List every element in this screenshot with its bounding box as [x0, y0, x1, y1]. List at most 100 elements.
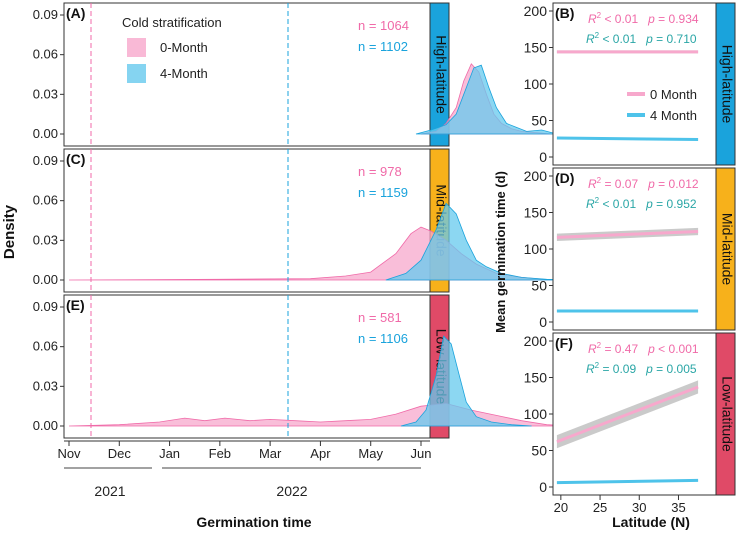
panel-letter: (D): [555, 170, 574, 186]
panel-letter: (B): [555, 5, 574, 21]
density-ytick-label: 0.00: [33, 418, 58, 433]
latitude-axis: 20 25 30 35: [554, 495, 686, 515]
lat-tick-label: 25: [593, 500, 607, 515]
month-label: May: [358, 446, 383, 461]
density-ytick-label: 0.06: [33, 339, 58, 354]
mgt-strip-label: High-latitude: [719, 45, 735, 124]
stat-label-0month: R2 < 0.01 p = 0.934: [588, 11, 699, 26]
fit-line-4month: [556, 136, 699, 141]
mgt-x-label: Latitude (N): [612, 514, 690, 530]
stat-label-4month: R2 < 0.01 p = 0.710: [586, 31, 697, 46]
density-ytick-label: 0.00: [33, 272, 58, 287]
strip-0: [429, 2, 450, 147]
month-label: Mar: [259, 446, 282, 461]
mgt-strip-label: Low-latitude: [719, 376, 735, 452]
density-ytick-label: 0.00: [33, 126, 58, 141]
n-label-4month: n = 1102: [358, 39, 408, 54]
density-frame: [63, 2, 431, 147]
month-label: Dec: [108, 446, 132, 461]
stat-label-4month: R2 < 0.01 p = 0.952: [586, 196, 697, 211]
mgt-ytick-label: 50: [531, 443, 547, 459]
year-label-2021: 2021: [94, 483, 125, 499]
line-legend: 0 Month 4 Month: [627, 87, 697, 123]
mgt-strip-0: [715, 2, 736, 166]
panel-letter: (F): [555, 335, 573, 351]
density-ytick-label: 0.03: [33, 378, 58, 393]
mgt-ytick-label: 150: [524, 40, 548, 56]
mgt-ytick-label: 150: [524, 370, 548, 386]
fit-line-0month: [556, 385, 699, 444]
density-ytick-label: 0.06: [33, 193, 58, 208]
panel-letter: (E): [66, 297, 85, 313]
density-frame: [63, 294, 431, 439]
month-label: Feb: [209, 446, 231, 461]
mgt-panels: High-latitude 0 50 100 150 200 (B) R2 < 0.01 p =…: [524, 2, 736, 496]
density-ytick-label: 0.09: [33, 153, 58, 168]
density-ytick-label: 0.09: [33, 7, 58, 22]
n-label-4month: n = 1106: [358, 331, 408, 346]
legend-swatch-0month: [127, 38, 146, 57]
legend-label-0month: 0-Month: [160, 40, 208, 55]
n-label-0month: n = 581: [358, 310, 402, 325]
density-ytick-label: 0.06: [33, 47, 58, 62]
mgt-ytick-label: 150: [524, 205, 548, 221]
density-panels: High-latitude 0.00 0.03 0.06 0.09 (A) n = 1064…: [33, 2, 572, 439]
mgt-ytick-label: 0: [539, 149, 547, 165]
month-label: Jun: [411, 446, 432, 461]
lat-tick-label: 30: [632, 500, 646, 515]
lat-tick-label: 35: [671, 500, 685, 515]
density-ytick-label: 0.03: [33, 232, 58, 247]
panel-letter: (A): [66, 5, 85, 21]
stat-label-0month: R2 = 0.07 p = 0.012: [588, 176, 699, 191]
density-ytick-label: 0.09: [33, 299, 58, 314]
mgt-ytick-label: 200: [524, 3, 548, 19]
mgt-ytick-label: 100: [524, 241, 548, 257]
mgt-ytick-label: 100: [524, 76, 548, 92]
month-label: Apr: [310, 446, 331, 461]
fit-line-0month: [556, 229, 699, 239]
mgt-ytick-label: 200: [524, 168, 548, 184]
mgt-panel-high: High-latitude 0 50 100 150 200 (B) R2 < 0.01 p =…: [524, 2, 736, 166]
n-label-0month: n = 978: [358, 164, 402, 179]
year-axis: 2021 2022: [64, 467, 421, 499]
legend-title: Cold stratification: [122, 15, 222, 30]
density-x-label: Germination time: [196, 514, 311, 530]
stat-label-0month: R2 = 0.47 p < 0.001: [588, 341, 699, 356]
density-panel-high: High-latitude 0.00 0.03 0.06 0.09 (A) n = 1064…: [33, 2, 562, 147]
mgt-strip-label: Mid-latitude: [719, 213, 735, 286]
n-label-4month: n = 1159: [358, 185, 408, 200]
mgt-ytick-label: 100: [524, 406, 548, 422]
density-ytick-label: 0.03: [33, 86, 58, 101]
mgt-ytick-label: 200: [524, 333, 548, 349]
density-frame: [63, 148, 431, 293]
mgt-panel-mid: Mid-latitude 0 50 100 150 200 (D) R2 = 0.07 p = …: [524, 167, 736, 331]
mgt-strip-2: [715, 332, 736, 496]
month-label: Jan: [159, 446, 180, 461]
stratification-legend: Cold stratification 0-Month 4-Month: [122, 15, 222, 83]
mgt-ytick-label: 0: [539, 479, 547, 495]
mgt-frame: [552, 167, 717, 331]
month-axis: Nov Dec Jan Feb Mar Apr May Jun: [57, 440, 432, 461]
mgt-ytick-label: 50: [531, 278, 547, 294]
density-area-4month: [385, 202, 572, 281]
n-label-0month: n = 1064: [358, 18, 409, 33]
mgt-strip-1: [715, 167, 736, 331]
mgt-panel-low: Low-latitude 0 50 100 150 200 (F) R2 = 0.47 p < …: [524, 332, 736, 496]
fit-line-4month: [556, 478, 699, 485]
line-legend-label-0month: 0 Month: [650, 87, 697, 102]
density-y-label: Density: [1, 204, 18, 259]
legend-label-4month: 4-Month: [160, 66, 208, 81]
legend-swatch-4month: [127, 64, 146, 83]
density-area-4month: [415, 64, 557, 135]
line-legend-label-4month: 4 Month: [650, 108, 697, 123]
strip-label: High-latitude: [433, 35, 449, 114]
mgt-ytick-label: 0: [539, 314, 547, 330]
month-label: Nov: [57, 446, 81, 461]
year-label-2022: 2022: [276, 483, 307, 499]
stat-label-4month: R2 = 0.09 p = 0.005: [586, 361, 697, 376]
mgt-ytick-label: 50: [531, 113, 547, 129]
panel-letter: (C): [66, 151, 85, 167]
